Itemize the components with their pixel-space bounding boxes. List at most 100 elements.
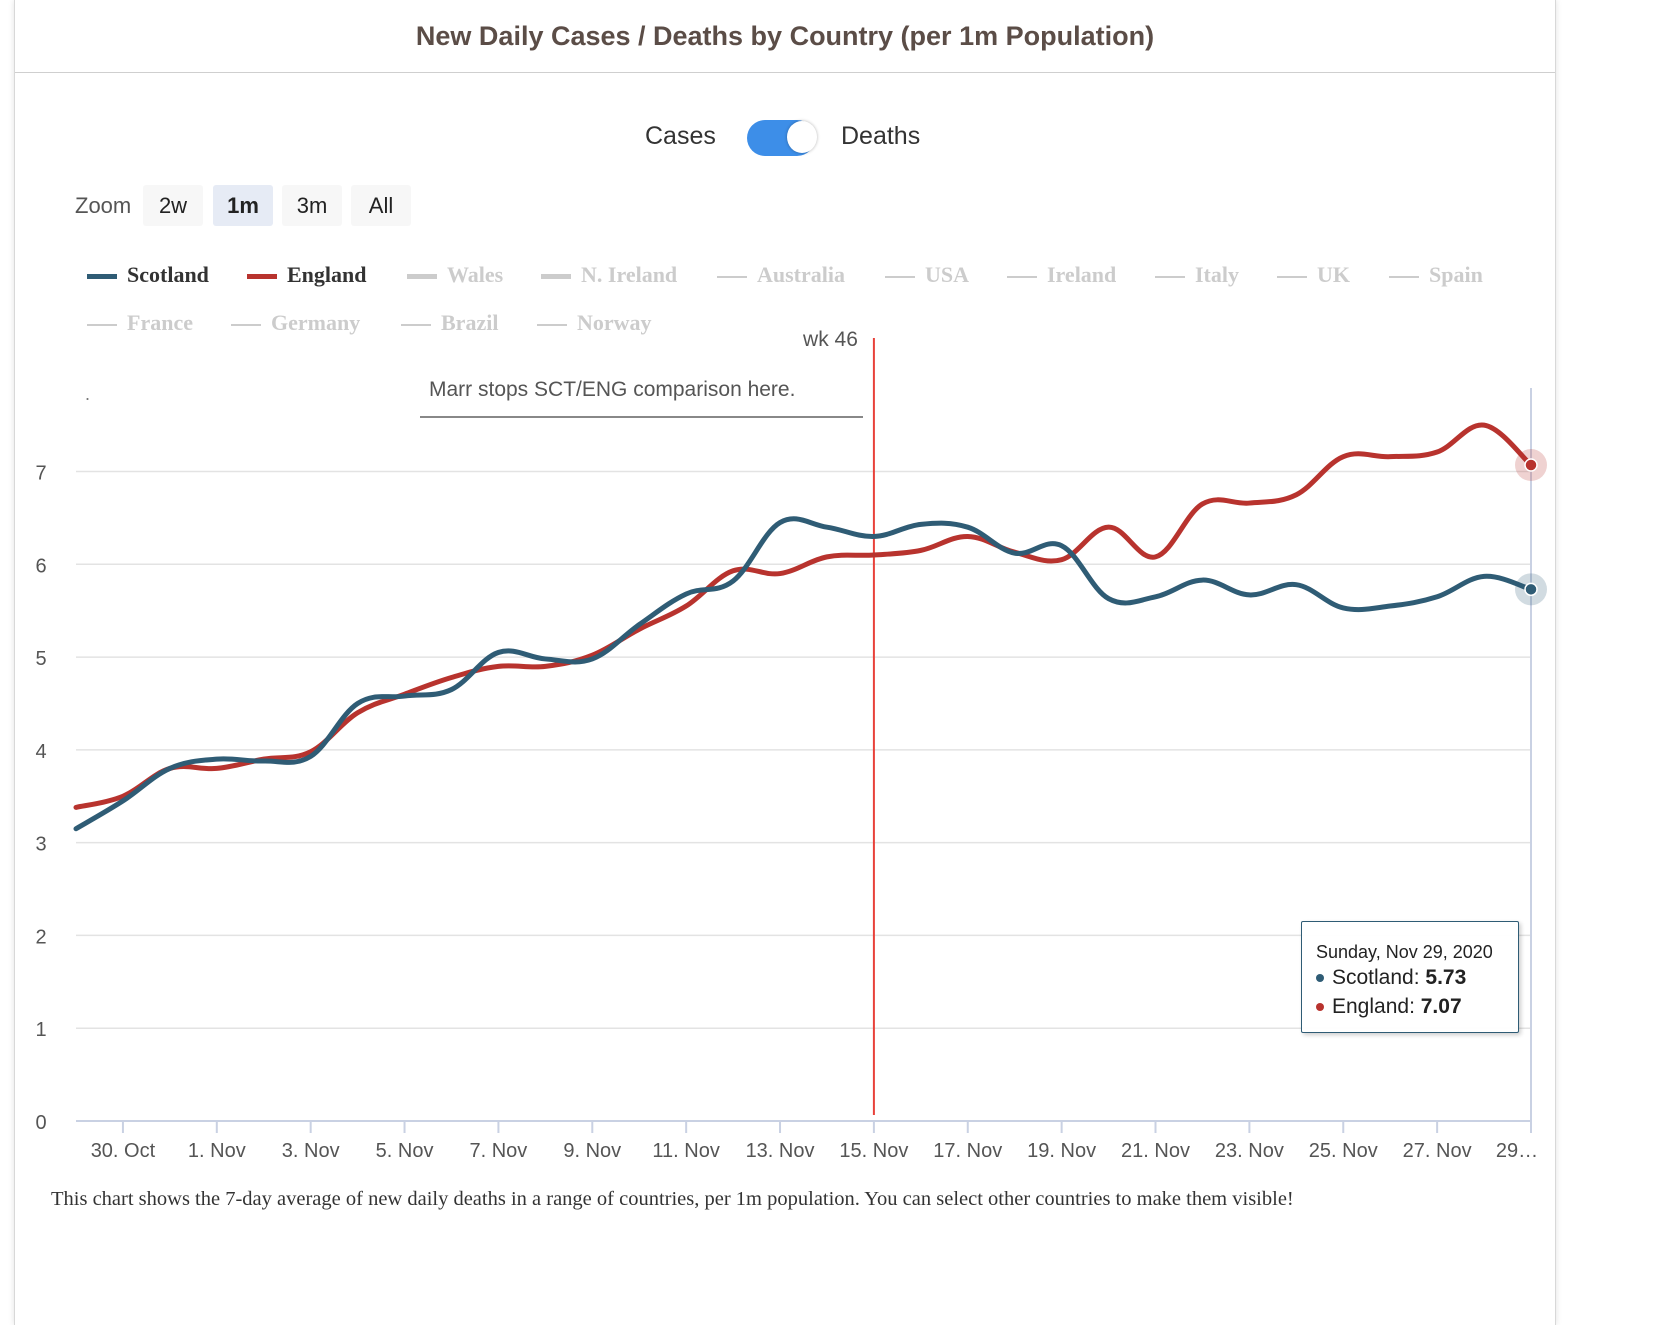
y-axis: 0 1 2 3 4 5 6 7. — [35, 384, 90, 1134]
chart-card: New Daily Cases / Deaths by Country (per… — [14, 0, 1556, 1325]
legend-swatch — [231, 323, 261, 326]
legend-item-wales[interactable]: Wales — [407, 262, 503, 288]
x-tick-label: 5. Nov — [376, 1140, 434, 1162]
legend-item-brazil[interactable]: Brazil — [401, 310, 498, 336]
toggle-label-cases[interactable]: Cases — [645, 122, 716, 150]
x-tick-label: 7. Nov — [470, 1140, 528, 1162]
x-tick-label: 17. Nov — [933, 1140, 1002, 1162]
tooltip-date: Sunday, Nov 29, 2020 — [1316, 942, 1493, 962]
tooltip-label-scotland: Scotland: — [1332, 966, 1426, 989]
legend-swatch — [247, 274, 277, 280]
cases-deaths-toggle-row: Cases Deaths — [15, 118, 1555, 160]
x-tick-label: 9. Nov — [563, 1140, 621, 1162]
legend-swatch — [1155, 275, 1185, 278]
legend-swatch — [537, 323, 567, 326]
legend-swatch — [717, 275, 747, 278]
tooltip-dot-scotland — [1316, 974, 1324, 983]
tooltip-value-scotland: 5.73 — [1425, 966, 1467, 989]
zoom-button-3m[interactable]: 3m — [282, 185, 342, 226]
legend-item-n-ireland[interactable]: N. Ireland — [541, 262, 677, 288]
legend-label: Spain — [1429, 262, 1483, 287]
x-tick-label: 13. Nov — [746, 1140, 815, 1162]
legend-label: Scotland — [127, 262, 209, 287]
hover-point-scotland — [1524, 582, 1538, 597]
x-tick-label: 23. Nov — [1215, 1140, 1284, 1162]
x-tick-label: 11. Nov — [652, 1140, 719, 1162]
y-tick-label: 5 — [35, 648, 46, 670]
legend-item-france[interactable]: France — [87, 310, 193, 336]
x-tick-label: 19. Nov — [1027, 1140, 1096, 1162]
legend-label: France — [127, 310, 193, 335]
annotation-note: Marr stops SCT/ENG comparison here. — [429, 378, 795, 401]
x-tick-label: 30. Oct — [91, 1140, 156, 1162]
legend-swatch — [87, 274, 117, 280]
tooltip-value-england: 7.07 — [1420, 995, 1462, 1018]
legend-swatch — [541, 274, 571, 280]
x-tick-label: 29… — [1496, 1140, 1538, 1162]
legend-item-usa[interactable]: USA — [885, 262, 969, 288]
legend-label: Brazil — [441, 310, 499, 335]
zoom-button-2w[interactable]: 2w — [143, 185, 203, 226]
tooltip-row-scotland: Scotland: 5.73 — [1316, 966, 1466, 990]
x-tick-label: 21. Nov — [1121, 1140, 1190, 1162]
legend-item-norway[interactable]: Norway — [537, 310, 652, 336]
y-tick-label: 4 — [35, 741, 46, 763]
series-line-scotland — [73, 516, 1534, 832]
legend-item-uk[interactable]: UK — [1277, 262, 1350, 288]
x-tick-label: 27. Nov — [1403, 1140, 1472, 1162]
legend-label: Wales — [447, 262, 504, 287]
legend-swatch — [401, 323, 431, 326]
x-tick-label: 1. Nov — [188, 1140, 246, 1162]
tooltip-dot-england — [1316, 1003, 1324, 1012]
zoom-button-all[interactable]: All — [351, 185, 411, 226]
y-tick-label: 0 — [35, 1112, 46, 1134]
legend-label: Ireland — [1047, 262, 1117, 287]
tooltip-row-england: England: 7.07 — [1316, 995, 1462, 1019]
switch-knob[interactable] — [787, 121, 817, 153]
x-tick-label: 15. Nov — [839, 1140, 908, 1162]
week-label: wk 46 — [802, 328, 858, 351]
legend-swatch — [885, 275, 915, 278]
legend-label: Australia — [757, 262, 845, 287]
legend-swatch — [1277, 275, 1307, 278]
x-axis: 30. Oct 1. Nov 3. Nov 5. Nov 7. Nov 9. Nov 11.… — [76, 388, 1538, 1162]
zoom-button-1m[interactable]: 1m — [213, 185, 273, 226]
legend-label: England — [287, 262, 367, 287]
legend-label: UK — [1317, 262, 1350, 287]
legend-item-italy[interactable]: Italy — [1155, 262, 1239, 288]
annotation-layer: wk 46 Marr stops SCT/ENG comparison here. — [420, 328, 875, 1115]
y-tick-label: 2 — [35, 926, 46, 948]
x-tick-label: 25. Nov — [1309, 1140, 1378, 1162]
cases-deaths-switch[interactable] — [747, 120, 817, 156]
zoom-label: Zoom — [75, 193, 132, 218]
legend-swatch — [407, 274, 437, 280]
legend-item-england[interactable]: England — [247, 262, 367, 288]
legend-label: Italy — [1195, 262, 1239, 287]
x-tick-label: 3. Nov — [282, 1140, 340, 1162]
tooltip: Sunday, Nov 29, 2020 Scotland: 5.73 Engl… — [1301, 921, 1519, 1033]
toggle-label-deaths[interactable]: Deaths — [841, 122, 921, 150]
series-lines — [73, 422, 1547, 832]
legend-label: N. Ireland — [581, 262, 678, 287]
line-chart: 0 1 2 3 4 5 6 7. 30. Oct 1. Nov 3. Nov 5. Nov 7. No… — [35, 328, 1547, 1162]
tooltip-label-england: England: — [1332, 995, 1421, 1018]
legend-item-spain[interactable]: Spain — [1389, 262, 1483, 288]
legend-swatch — [1007, 275, 1037, 278]
y-tick-label: 7 — [35, 463, 46, 485]
legend-item-australia[interactable]: Australia — [717, 262, 845, 288]
legend-item-germany[interactable]: Germany — [231, 310, 360, 336]
legend-label: Germany — [271, 310, 361, 335]
legend-item-scotland[interactable]: Scotland — [87, 262, 209, 288]
legend-label: USA — [925, 262, 970, 287]
legend-label: Norway — [577, 310, 652, 335]
chart-title: New Daily Cases / Deaths by Country (per… — [15, 0, 1555, 73]
y-tick-label: 3 — [35, 834, 46, 856]
legend-item-ireland[interactable]: Ireland — [1007, 262, 1116, 288]
y-tick-label: 1 — [35, 1019, 46, 1041]
chart-caption: This chart shows the 7-day average of ne… — [51, 1188, 1294, 1210]
legend-swatch — [87, 323, 117, 326]
stray-dot: . — [85, 384, 90, 404]
y-tick-label: 6 — [35, 555, 46, 577]
hover-point-england — [1524, 458, 1538, 472]
legend-swatch — [1389, 275, 1419, 278]
